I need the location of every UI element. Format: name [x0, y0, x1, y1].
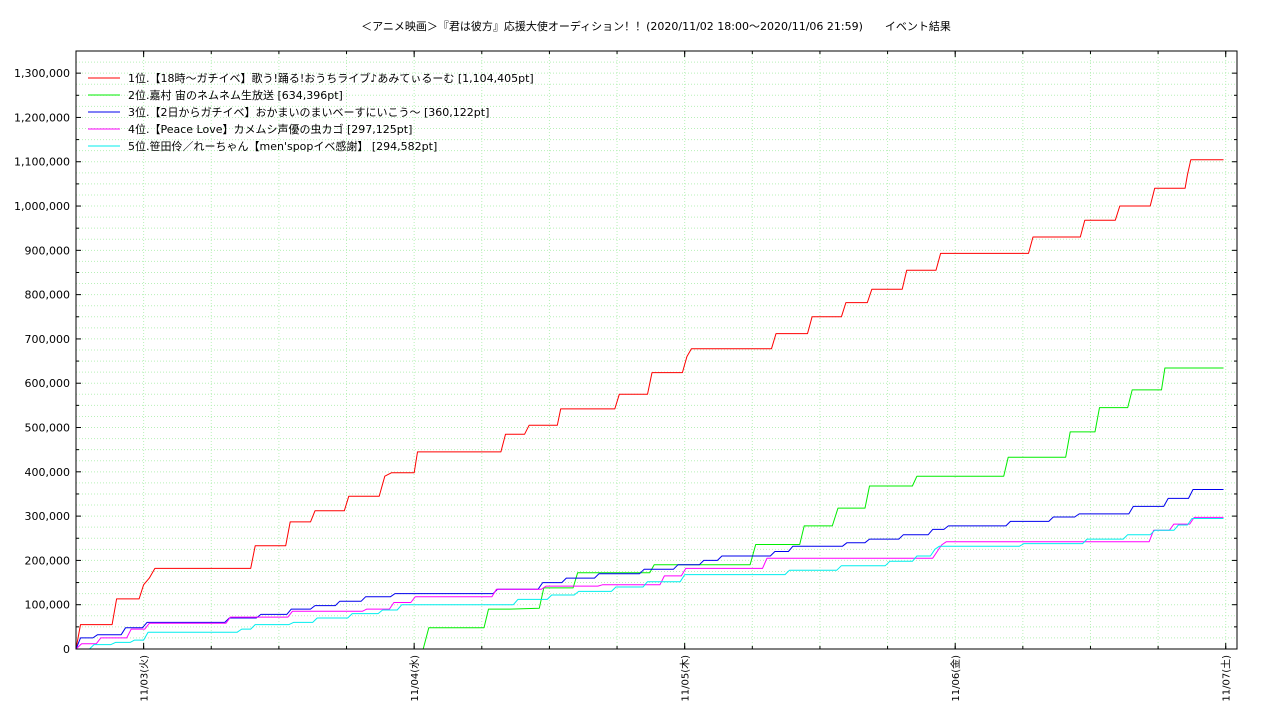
- x-tick-label: 11/03(火): [139, 655, 151, 702]
- y-tick-label: 200,000: [25, 554, 71, 567]
- legend-label-4: 4位.【Peace Love】カメムシ声優の虫カゴ [297,125pt]: [128, 122, 412, 136]
- series-line-5: [89, 518, 1224, 650]
- legend-label-1: 1位.【18時〜ガチイベ】歌う!踊る!おうちライブ♪あみてぃるーむ [1,104…: [128, 71, 534, 85]
- legend-label-2: 2位.嘉村 宙のネムネム生放送 [634,396pt]: [128, 88, 343, 102]
- legend-label-3: 3位.【2日からガチイベ】おかまいのまいベーすにいこう〜 [360,122pt]: [128, 105, 489, 119]
- y-tick-label: 0: [63, 643, 70, 656]
- legend: 1位.【18時〜ガチイベ】歌う!踊る!おうちライブ♪あみてぃるーむ [1,104…: [88, 71, 534, 153]
- y-tick-label: 400,000: [25, 466, 71, 479]
- series-lines: [75, 159, 1224, 650]
- axes: 0 100,000 200,000 300,000 400,000 500,000 600,…: [14, 51, 1237, 702]
- grid: [76, 50, 1237, 649]
- x-tick-label: 11/06(金): [949, 655, 962, 702]
- y-tick-label: 600,000: [25, 377, 71, 390]
- y-tick-label: 300,000: [25, 510, 71, 523]
- y-tick-label: 1,300,000: [14, 67, 70, 80]
- series-line-4: [75, 516, 1224, 650]
- y-tick-label: 1,200,000: [14, 111, 70, 124]
- y-tick-label: 100,000: [25, 599, 71, 612]
- x-tick-label: 11/07(土): [1220, 655, 1233, 702]
- plot-frame: [75, 50, 1238, 650]
- y-tick-label: 500,000: [25, 422, 71, 435]
- y-tick-label: 1,000,000: [14, 200, 70, 213]
- chart-title: ＜アニメ映画＞『君は彼方』応援大使オーディション！！(2020/11/02 18…: [361, 19, 951, 33]
- y-tick-label: 800,000: [25, 289, 71, 302]
- x-tick-label: 11/04(水): [409, 655, 421, 702]
- series-line-1: [75, 159, 1224, 650]
- legend-label-5: 5位.笹田伶／れーちゃん【men'spopイベ感謝】 [294,582pt]: [128, 139, 437, 153]
- series-line-2: [422, 367, 1224, 650]
- series-line-3: [75, 489, 1224, 650]
- x-tick-label: 11/05(木): [680, 655, 692, 702]
- y-tick-label: 900,000: [25, 244, 71, 257]
- y-tick-label: 1,100,000: [14, 156, 70, 169]
- y-tick-label: 700,000: [25, 333, 71, 346]
